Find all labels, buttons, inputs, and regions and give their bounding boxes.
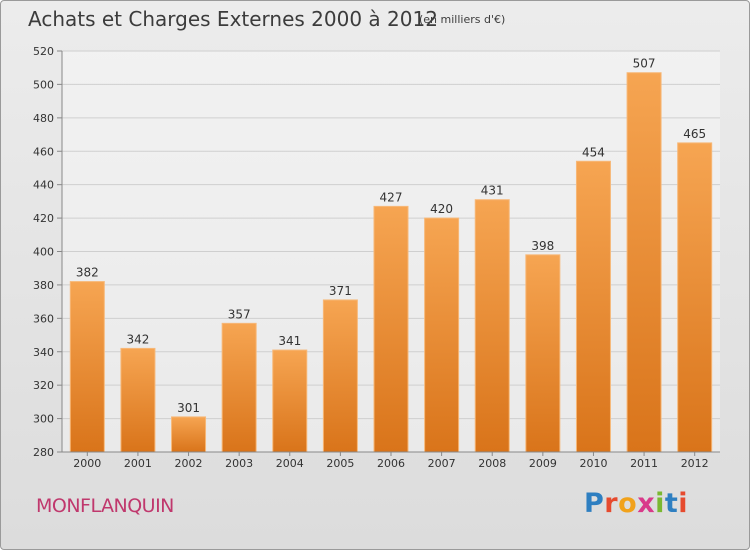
y-tick-label: 320 xyxy=(33,379,54,392)
bar-2012 xyxy=(677,142,713,453)
bar-2008 xyxy=(474,199,510,453)
proxiti-logo: Proxiti xyxy=(584,488,688,519)
bar-2005 xyxy=(322,299,358,453)
data-label-2009: 398 xyxy=(531,239,554,253)
data-label-2006: 427 xyxy=(380,190,403,204)
data-label-2004: 341 xyxy=(278,334,301,348)
axes: 280 300 320 340 360 380 400 420 440 460 480 500 520 2… xyxy=(33,45,720,470)
x-tick-label-2010: 2010 xyxy=(579,457,607,470)
bar-2001 xyxy=(120,347,156,453)
logo-letter: x xyxy=(637,488,656,519)
y-tick-label: 360 xyxy=(33,312,54,325)
logo-letter: o xyxy=(618,488,638,519)
y-tick-label: 500 xyxy=(33,78,54,91)
data-label-2001: 342 xyxy=(126,332,149,346)
logo-letter: i xyxy=(678,488,689,519)
x-tick-label-2005: 2005 xyxy=(326,457,354,470)
y-tick-label: 300 xyxy=(33,413,54,426)
bar-2000 xyxy=(69,281,105,453)
logo-letter: P xyxy=(584,488,605,519)
bar-2007 xyxy=(424,217,460,453)
y-tick-label: 340 xyxy=(33,346,54,359)
x-tick-label-2003: 2003 xyxy=(225,457,253,470)
y-tick-label: 440 xyxy=(33,179,54,192)
chart-title: Achats et Charges Externes 2000 à 2012 xyxy=(28,7,438,31)
data-label-2005: 371 xyxy=(329,284,352,298)
y-tick-label: 460 xyxy=(33,145,54,158)
y-tick-label: 420 xyxy=(33,212,54,225)
x-tick-label-2007: 2007 xyxy=(428,457,456,470)
commune-name: MONFLANQUIN xyxy=(36,495,174,517)
bar-2010 xyxy=(575,160,611,453)
bar-2003 xyxy=(221,322,257,453)
y-tick-label: 380 xyxy=(33,279,54,292)
x-tick-label-2002: 2002 xyxy=(175,457,203,470)
data-label-2010: 454 xyxy=(582,145,605,159)
x-tick-label-2008: 2008 xyxy=(478,457,506,470)
y-tick-label: 280 xyxy=(33,446,54,459)
x-tick-label-2000: 2000 xyxy=(73,457,101,470)
bar-2011 xyxy=(626,72,662,453)
y-tick-label: 400 xyxy=(33,246,54,259)
bar-2002 xyxy=(171,416,207,453)
data-label-2007: 420 xyxy=(430,202,453,216)
x-tick-label-2004: 2004 xyxy=(276,457,304,470)
y-tick-label: 480 xyxy=(33,112,54,125)
data-label-2012: 465 xyxy=(683,127,706,141)
x-tick-label-2012: 2012 xyxy=(681,457,709,470)
data-label-2000: 382 xyxy=(76,266,99,280)
bar-2004 xyxy=(272,349,308,453)
logo-letter: r xyxy=(604,488,619,519)
logo-letter: t xyxy=(664,488,679,519)
x-tick-label-2009: 2009 xyxy=(529,457,557,470)
y-tick-label: 520 xyxy=(33,45,54,58)
x-tick-label-2011: 2011 xyxy=(630,457,658,470)
bar-2006 xyxy=(373,205,409,453)
chart-subtitle: (en milliers d'€) xyxy=(419,13,506,26)
x-tick-label-2006: 2006 xyxy=(377,457,405,470)
logo-letter: i xyxy=(655,488,665,519)
data-label-2002: 301 xyxy=(177,401,200,415)
data-labels: 382 342 301 357 341 371 427 420 431 398 454 507 465 xyxy=(76,57,706,415)
bars xyxy=(69,72,713,453)
data-label-2008: 431 xyxy=(481,184,504,198)
data-label-2011: 507 xyxy=(633,57,656,71)
bar-2009 xyxy=(525,254,561,453)
x-tick-label-2001: 2001 xyxy=(124,457,152,470)
data-label-2003: 357 xyxy=(228,307,251,321)
